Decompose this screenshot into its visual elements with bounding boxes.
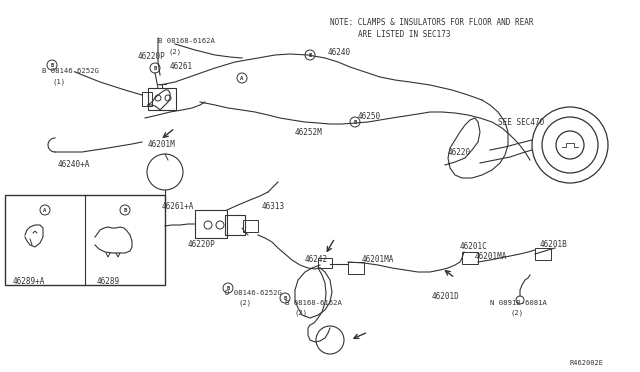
Text: B 08146-6252G: B 08146-6252G <box>42 68 99 74</box>
Text: 46220: 46220 <box>448 148 471 157</box>
Bar <box>318 258 332 268</box>
Text: 46201D: 46201D <box>432 292 460 301</box>
Text: 46201C: 46201C <box>460 242 488 251</box>
Text: 46201MA: 46201MA <box>475 252 508 261</box>
Bar <box>148 88 176 110</box>
Text: B 08168-6162A: B 08168-6162A <box>285 300 342 306</box>
Text: 46240+A: 46240+A <box>58 160 90 169</box>
Text: ARE LISTED IN SEC173: ARE LISTED IN SEC173 <box>358 30 451 39</box>
Text: NOTE: CLAMPS & INSULATORS FOR FLOOR AND REAR: NOTE: CLAMPS & INSULATORS FOR FLOOR AND … <box>330 18 534 27</box>
Text: 46201M: 46201M <box>148 140 176 149</box>
Text: N 0891B-6081A: N 0891B-6081A <box>490 300 547 306</box>
Text: (2): (2) <box>238 300 251 307</box>
Text: 46201B: 46201B <box>540 240 568 249</box>
Text: B: B <box>51 62 54 67</box>
Text: B: B <box>353 119 356 125</box>
Text: 46252M: 46252M <box>295 128 323 137</box>
Bar <box>142 92 152 106</box>
Bar <box>5 195 165 285</box>
Text: (1): (1) <box>52 78 65 84</box>
Text: B: B <box>154 65 157 71</box>
Text: A: A <box>241 76 244 80</box>
Text: 46313: 46313 <box>262 202 285 211</box>
Text: B 08168-6162A: B 08168-6162A <box>158 38 215 44</box>
Bar <box>243 220 258 232</box>
Text: 46250: 46250 <box>358 112 381 121</box>
Bar <box>225 215 245 235</box>
Text: B: B <box>308 52 312 58</box>
Text: B: B <box>227 285 230 291</box>
Text: 46261: 46261 <box>170 62 193 71</box>
Text: 46289: 46289 <box>97 277 120 286</box>
Bar <box>195 210 227 238</box>
Text: (2): (2) <box>295 310 308 317</box>
Text: SEE SEC470: SEE SEC470 <box>498 118 544 127</box>
Text: 46289+A: 46289+A <box>13 277 45 286</box>
Text: A: A <box>44 208 47 212</box>
Text: (2): (2) <box>168 48 181 55</box>
Bar <box>462 252 478 264</box>
Bar <box>348 262 364 274</box>
Text: R462002E: R462002E <box>570 360 604 366</box>
Text: 46220P: 46220P <box>188 240 216 249</box>
Text: 46242: 46242 <box>305 255 328 264</box>
Text: 46220P: 46220P <box>138 52 166 61</box>
Bar <box>535 248 551 260</box>
Text: D 08146-6252G: D 08146-6252G <box>225 290 282 296</box>
Text: (2): (2) <box>510 310 523 317</box>
Text: 46240: 46240 <box>328 48 351 57</box>
Text: B: B <box>284 295 287 301</box>
Text: 46261+A: 46261+A <box>162 202 195 211</box>
Text: 46201MA: 46201MA <box>362 255 394 264</box>
Text: B: B <box>124 208 127 212</box>
